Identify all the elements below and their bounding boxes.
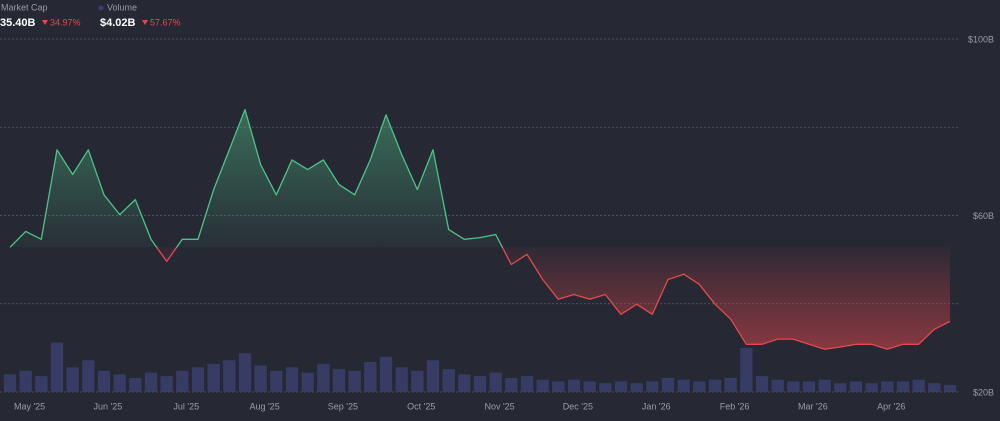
volume-bar (661, 377, 675, 392)
volume-bar (332, 369, 346, 392)
volume-bar (19, 370, 32, 392)
market-cap-area (10, 109, 950, 350)
volume-bar (599, 383, 612, 392)
x-tick-label: Jun '25 (94, 401, 123, 411)
volume-bar (630, 383, 643, 392)
volume-bar (395, 367, 408, 392)
volume-bar (144, 372, 158, 392)
volume-bar (129, 377, 142, 392)
volume-bar (928, 383, 941, 392)
volume-bar (348, 370, 361, 392)
volume-bar (693, 381, 706, 392)
volume-bar (896, 381, 910, 392)
x-tick-label: Aug '25 (249, 401, 279, 411)
volume-bar (724, 377, 737, 392)
volume-bar (35, 376, 48, 392)
volume-bar (442, 369, 455, 392)
volume-bar (473, 376, 487, 392)
volume-bar (943, 384, 957, 392)
x-tick-label: May '25 (14, 401, 45, 411)
volume-bar (113, 374, 126, 392)
volume-value: $4.02B (100, 17, 136, 29)
y-tick-label: $20B (973, 387, 994, 397)
volume-bar (176, 370, 189, 392)
market-cap-line (9, 108, 951, 350)
x-tick-label: Sep '25 (328, 401, 358, 411)
volume-bar (646, 381, 659, 392)
x-tick-label: Apr '26 (877, 401, 905, 411)
volume-bar (379, 356, 393, 392)
volume-bar (912, 379, 925, 392)
legend-label: Volume (107, 2, 137, 12)
volume-bar (536, 379, 549, 392)
volume-bar (285, 367, 299, 392)
volume-bar (677, 379, 690, 392)
volume-bar (787, 381, 800, 392)
volume-bar (301, 372, 314, 392)
volume-bar (191, 367, 205, 392)
volume-change: 57.67% (150, 17, 181, 27)
volume-bar (740, 347, 753, 392)
volume-bar (317, 363, 330, 392)
x-tick-label: Nov '25 (484, 401, 514, 411)
y-tick-label: $100B (968, 34, 994, 44)
x-tick-label: Dec '25 (563, 401, 593, 411)
down-arrow (42, 20, 48, 25)
volume-bar (426, 360, 440, 392)
volume-bar (614, 381, 628, 392)
volume-bar (364, 361, 377, 392)
volume-bar (50, 342, 64, 392)
x-tick-label: Jan '26 (642, 401, 671, 411)
x-tick-label: Mar '26 (798, 401, 828, 411)
volume-bar (254, 365, 267, 392)
volume-bar (489, 372, 502, 392)
volume-bar (802, 381, 816, 392)
volume-bar (411, 370, 424, 392)
market-cap-change: 34.97% (50, 17, 81, 27)
volume-bar (708, 379, 722, 392)
volume-bar (3, 374, 17, 392)
x-tick-label: Jul '25 (173, 401, 199, 411)
x-tick-label: Oct '25 (407, 401, 435, 411)
legend-swatch (98, 5, 104, 11)
volume-bar (865, 383, 878, 392)
market-cap-value: 35.40B (0, 17, 36, 29)
volume-bar (505, 377, 518, 392)
volume-bar (818, 379, 831, 392)
volume-bar (755, 376, 769, 392)
volume-bar (583, 381, 596, 392)
volume-bar (270, 370, 283, 392)
volume-bar (207, 363, 220, 392)
volume-bar (223, 360, 236, 392)
volume-bar (160, 376, 173, 392)
volume-bar (834, 383, 847, 392)
volume-bar (567, 379, 581, 392)
volume-bar (881, 381, 894, 392)
volume-bar (238, 353, 252, 392)
y-tick-label: $60B (973, 211, 994, 221)
volume-bar (849, 381, 863, 392)
volume-bar (97, 370, 111, 392)
volume-bar (520, 376, 534, 392)
volume-bar (771, 379, 784, 392)
volume-bar (82, 360, 95, 392)
volume-bar (66, 367, 79, 392)
legend-label: Market Cap (1, 2, 48, 12)
volume-bar (458, 374, 471, 392)
x-tick-label: Feb '26 (720, 401, 750, 411)
down-arrow (142, 20, 148, 25)
volume-bar (552, 381, 565, 392)
